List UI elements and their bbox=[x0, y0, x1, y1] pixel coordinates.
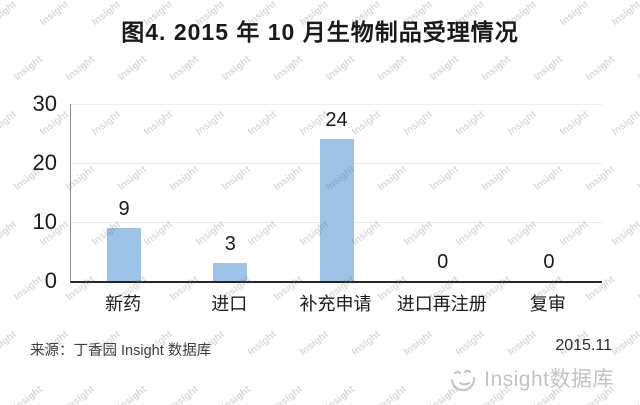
watermark-text: Insight bbox=[376, 54, 409, 83]
watermark-text: Insight bbox=[272, 54, 305, 83]
watermark-text: Insight bbox=[116, 54, 149, 83]
plot-area: 9 3 24 0 0 bbox=[70, 104, 602, 283]
x-label-buchongshenqing: 补充申请 bbox=[299, 294, 372, 314]
x-label-jinkouzaizhuce: 进口再注册 bbox=[396, 294, 487, 314]
bar bbox=[319, 139, 354, 281]
bar-value: 24 bbox=[325, 109, 348, 132]
smiley-face-icon bbox=[451, 369, 476, 392]
x-label-jinkou: 进口 bbox=[211, 294, 248, 314]
watermark-text: Insight bbox=[428, 54, 461, 83]
bar-value: 9 bbox=[118, 197, 130, 220]
bar-group-jinkouzaizhuce: 0 bbox=[390, 104, 496, 281]
bar-value: 0 bbox=[437, 251, 449, 273]
watermark-text: Insight bbox=[454, 329, 487, 358]
watermark-text: Insight bbox=[506, 329, 539, 358]
date-text: 2015.11 bbox=[555, 337, 612, 354]
chart-title: 图4. 2015 年 10 月生物制品受理情况 bbox=[121, 19, 519, 45]
bar bbox=[213, 263, 248, 281]
watermark-text: Insight bbox=[168, 384, 201, 405]
watermark-text: Insight bbox=[116, 384, 149, 405]
watermark-text: Insight bbox=[402, 329, 435, 358]
x-label-fushen: 复审 bbox=[529, 294, 566, 314]
bar-series: 9 3 24 0 0 bbox=[71, 104, 602, 281]
watermark-text: Insight bbox=[636, 54, 640, 83]
y-axis: 30 20 10 0 bbox=[0, 91, 57, 293]
watermark-text: Insight bbox=[610, 329, 640, 358]
watermark-text: Insight bbox=[324, 384, 357, 405]
watermark-text: Insight bbox=[324, 54, 357, 83]
watermark-text: Insight bbox=[610, 219, 640, 248]
bar-group-xinyao: 9 bbox=[71, 104, 177, 281]
y-tick-10: 10 bbox=[32, 209, 57, 234]
watermark-text: Insight bbox=[584, 54, 617, 83]
watermark-text: Insight bbox=[220, 54, 253, 83]
watermark-text: Insight bbox=[532, 54, 565, 83]
source-text: 来源：丁香园 Insight 数据库 bbox=[30, 343, 212, 359]
y-tick-30: 30 bbox=[32, 91, 57, 116]
watermark-text: Insight bbox=[246, 329, 279, 358]
y-tick-20: 20 bbox=[32, 150, 57, 175]
bar-value: 3 bbox=[224, 233, 236, 256]
x-axis: 新药 进口 补充申请 进口再注册 复审 bbox=[70, 291, 601, 317]
watermark-text: Insight bbox=[376, 384, 409, 405]
brand-watermark-text: Insight数据库 bbox=[484, 368, 614, 391]
watermark-text: Insight bbox=[480, 54, 513, 83]
bar-group-fushen: 0 bbox=[496, 104, 602, 281]
x-label-xinyao: 新药 bbox=[105, 294, 142, 314]
watermark-text: Insight bbox=[636, 164, 640, 193]
watermark-text: Insight bbox=[64, 384, 97, 405]
watermark-text: Insight bbox=[168, 54, 201, 83]
y-tick-0: 0 bbox=[44, 268, 57, 293]
watermark-text: Insight bbox=[12, 54, 45, 83]
watermark-text: Insight bbox=[298, 329, 331, 358]
gridline-30 bbox=[71, 104, 602, 105]
watermark-text: Insight bbox=[350, 329, 383, 358]
bar bbox=[107, 227, 142, 281]
watermark-text: Insight bbox=[220, 384, 253, 405]
watermark-text: Insight bbox=[636, 384, 640, 405]
watermark-text: Insight bbox=[0, 329, 19, 358]
bar-value: 0 bbox=[543, 251, 555, 273]
watermark-text: Insight bbox=[610, 109, 640, 138]
brand-watermark: Insight数据库 bbox=[448, 363, 614, 393]
bar-group-buchongshenqing: 24 bbox=[283, 104, 389, 281]
watermark-text: Insight bbox=[272, 384, 305, 405]
watermark-text: Insight bbox=[64, 54, 97, 83]
watermark-text: Insight bbox=[636, 274, 640, 303]
watermark-text: Insight bbox=[12, 384, 45, 405]
bar-group-jinkou: 3 bbox=[177, 104, 283, 281]
